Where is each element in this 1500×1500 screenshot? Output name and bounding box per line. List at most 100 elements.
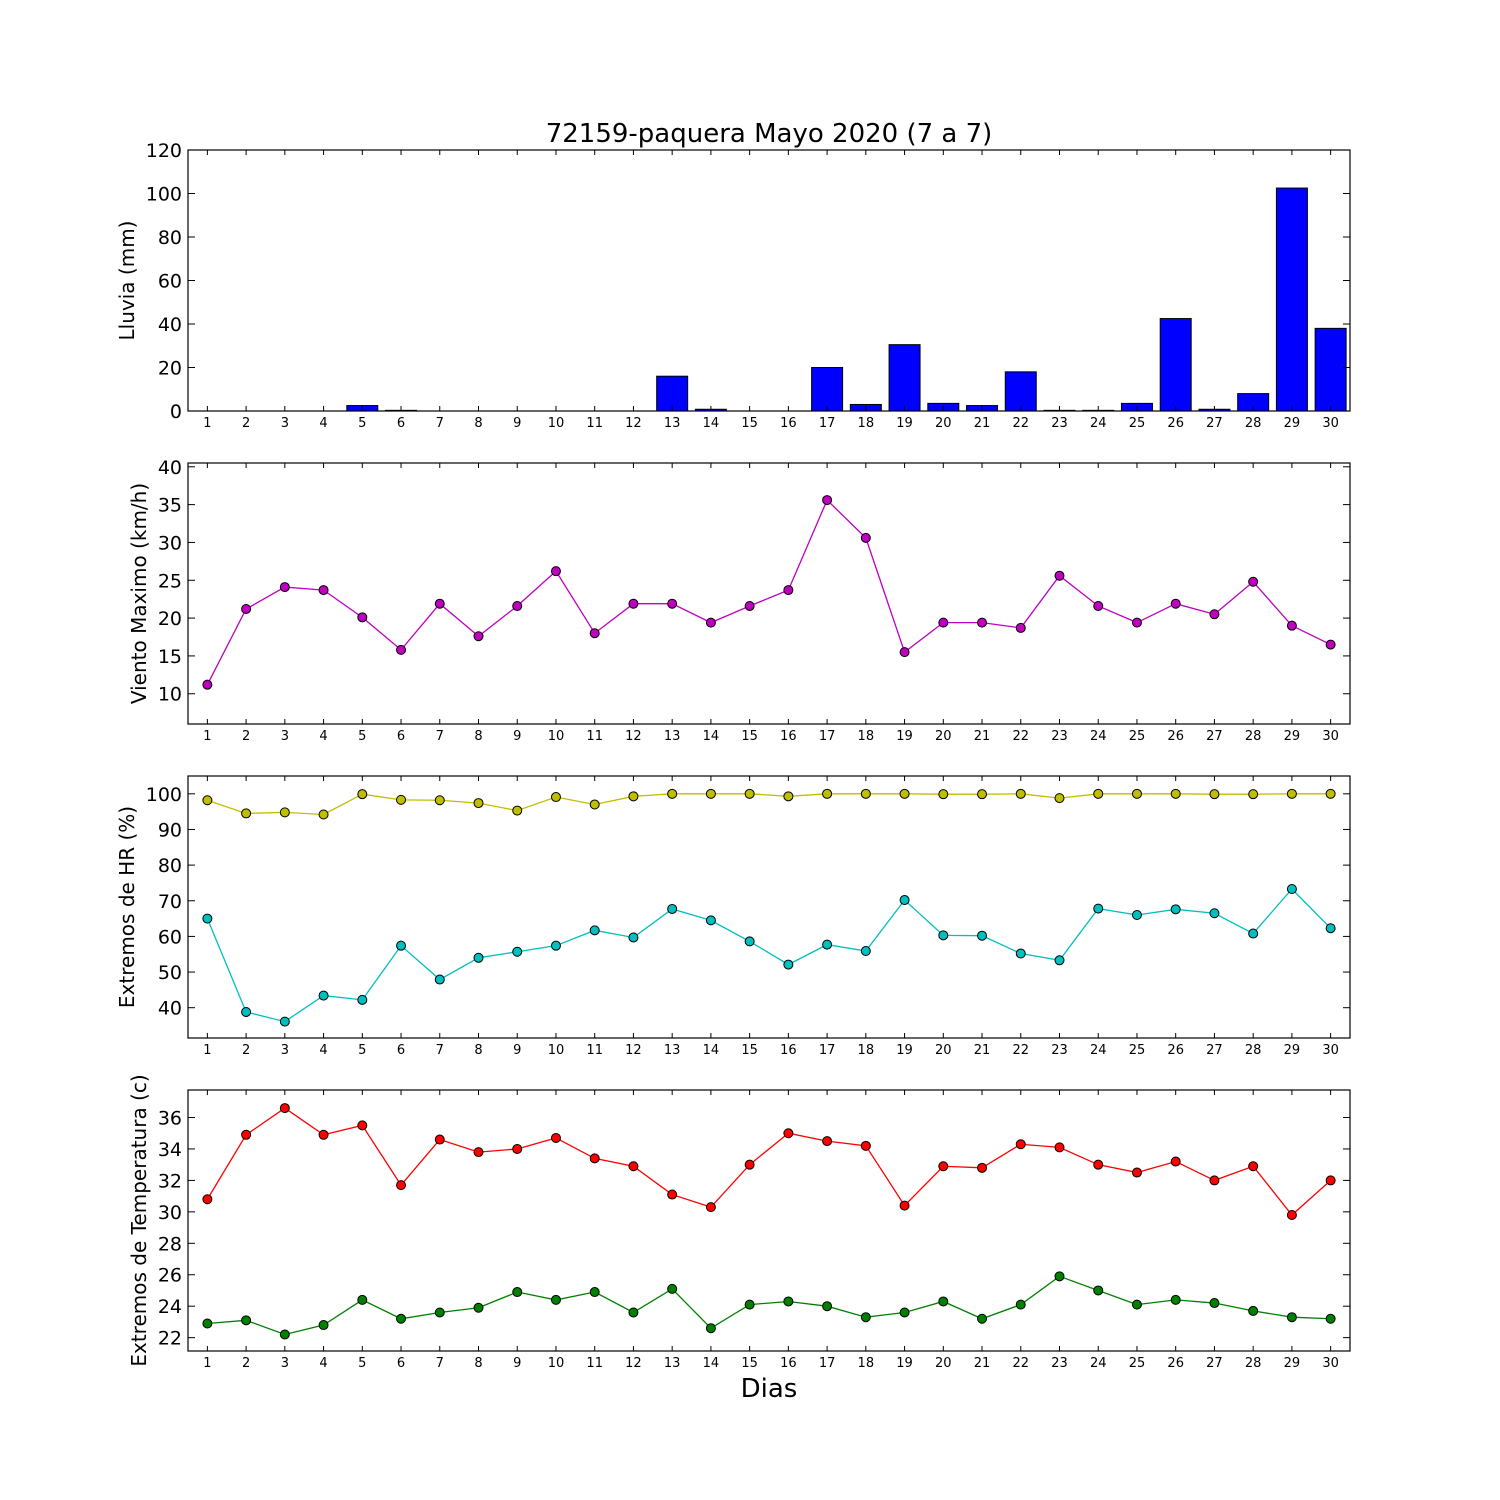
data-point [899,788,910,799]
rain-bar [1314,327,1347,412]
data-point [1093,1285,1104,1296]
data-point [318,1129,329,1140]
y-tick-label: 25 [158,570,182,592]
x-tick-label: 21 [974,416,991,431]
y-tick-label: 0 [170,401,182,423]
data-point [396,794,407,805]
x-tick-label: 30 [1322,416,1339,431]
x-tick-label: 9 [513,416,521,431]
data-point [1054,1142,1065,1153]
x-tick-label: 3 [281,416,289,431]
x-tick-label: 1 [203,1356,211,1371]
rain-bar [1004,371,1037,412]
data-point [1131,788,1142,799]
data-point [1248,789,1259,800]
x-tick-label: 20 [935,1356,952,1371]
data-point [938,617,949,628]
y-tick-label: 40 [158,998,182,1020]
data-point [512,805,523,816]
data-point [628,598,639,609]
data-point [512,600,523,611]
data-point [357,789,368,800]
data-point [899,1200,910,1211]
x-tick-label: 5 [358,416,366,431]
x-tick-label: 12 [625,1043,642,1058]
y-tick-label: 60 [158,926,182,948]
y-tick-label: 40 [158,457,182,479]
data-point [1054,955,1065,966]
data-point [783,585,794,596]
y-tick-label: 60 [158,271,182,293]
data-point [783,1296,794,1307]
x-tick-label: 14 [703,416,720,431]
data-point [1248,928,1259,939]
data-point [977,617,988,628]
data-point [860,1312,871,1323]
data-point [241,808,252,819]
data-point [241,1129,252,1140]
x-tick-label: 24 [1090,416,1107,431]
data-point [396,940,407,951]
y-tick-label: 80 [158,855,182,877]
x-tick-label: 4 [319,1356,327,1371]
data-point [1170,1294,1181,1305]
x-tick-label: 7 [436,729,444,744]
x-tick-label: 20 [935,416,952,431]
data-point [1286,620,1297,631]
data-point [318,1320,329,1331]
data-point [279,1016,290,1027]
y-tick-label: 30 [158,1202,182,1224]
x-tick-label: 29 [1284,1356,1301,1371]
data-point [628,1161,639,1172]
x-tick-label: 19 [896,1043,913,1058]
x-tick-label: 8 [474,729,482,744]
data-point [744,1299,755,1310]
data-point [860,1140,871,1151]
data-point [705,1202,716,1213]
data-point [667,788,678,799]
x-tick-label: 17 [819,416,836,431]
series-line [207,1275,1331,1336]
x-tick-label: 30 [1322,1043,1339,1058]
data-point [1131,910,1142,921]
y-tick-label: 35 [158,495,182,517]
data-point [318,585,329,596]
data-point [667,1189,678,1200]
x-tick-label: 10 [548,1043,565,1058]
data-point [744,1159,755,1170]
x-tick-label: 10 [548,729,565,744]
y-tick-label: 28 [158,1233,182,1255]
data-point [1054,1271,1065,1282]
data-point [512,946,523,957]
data-point [589,628,600,639]
data-point [744,600,755,611]
y-tick-label: 22 [158,1328,182,1350]
data-point [822,1301,833,1312]
data-point [1209,609,1220,620]
x-tick-label: 13 [664,1356,681,1371]
data-point [1054,570,1065,581]
data-point [1170,598,1181,609]
data-point [202,1318,213,1329]
x-tick-label: 27 [1206,1043,1223,1058]
data-point [705,788,716,799]
x-tick-label: 10 [548,416,565,431]
data-point [938,930,949,941]
x-tick-label: 21 [974,1043,991,1058]
data-point [473,952,484,963]
x-tick-label: 16 [780,1043,797,1058]
x-tick-label: 15 [741,729,758,744]
x-tick-label: 13 [664,1043,681,1058]
rain-bar [888,344,921,412]
rain-y-axis-label: Lluvia (mm) [115,221,139,341]
x-tick-label: 28 [1245,729,1262,744]
x-tick-label: 28 [1245,416,1262,431]
x-tick-label: 29 [1284,416,1301,431]
data-point [550,1132,561,1143]
x-tick-label: 20 [935,729,952,744]
data-point [202,679,213,690]
x-tick-label: 4 [319,416,327,431]
